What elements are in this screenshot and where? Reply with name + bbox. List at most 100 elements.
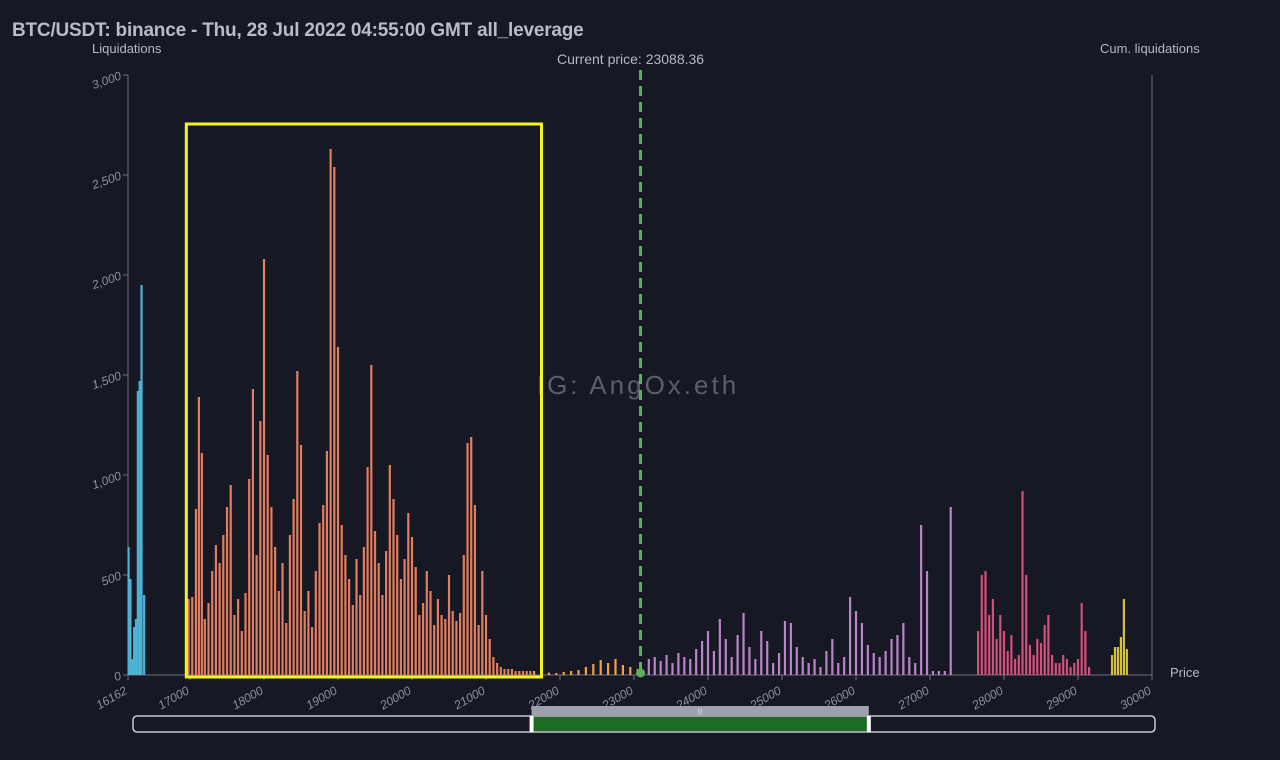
liquidation-bar — [991, 599, 995, 675]
liquidation-bar — [399, 579, 403, 675]
y-tick-label: 0 — [112, 669, 123, 685]
liquidation-bar — [131, 659, 134, 675]
range-slider[interactable]: ||| — [132, 706, 1156, 733]
liquidation-bar — [218, 563, 221, 675]
liquidation-bar — [1119, 637, 1123, 675]
y-axis-label: Liquidations — [92, 41, 162, 56]
liquidation-bar — [825, 651, 828, 675]
liquidation-bar — [943, 671, 946, 675]
x-tick-label: 19000 — [304, 683, 340, 712]
liquidation-bar — [1076, 659, 1080, 675]
liquidation-bar — [444, 619, 447, 675]
liquidation-bar — [754, 659, 757, 675]
liquidation-bar — [325, 451, 329, 675]
liquidation-bar — [455, 621, 458, 675]
liquidation-bar — [949, 507, 952, 675]
x-tick-label: 17000 — [156, 683, 192, 712]
liquidation-bar — [584, 667, 588, 675]
liquidation-bar — [314, 571, 317, 675]
watermark: IG: AngOx.eth — [537, 370, 739, 400]
liquidation-bar — [277, 591, 280, 675]
x-tick-label: 29000 — [1043, 683, 1080, 712]
highlight-box — [184, 122, 544, 679]
liquidation-bar — [647, 659, 650, 675]
liquidation-bar — [255, 555, 258, 675]
liquidation-bar — [920, 525, 923, 675]
liquidation-bar — [533, 671, 536, 675]
liquidation-bar — [724, 639, 727, 675]
liquidation-bar — [1110, 655, 1114, 675]
liquidation-bar — [988, 615, 991, 675]
liquidation-bar — [629, 667, 632, 675]
liquidation-bar — [200, 453, 203, 675]
range-slider-track[interactable] — [132, 715, 1156, 733]
liquidation-bar — [288, 535, 292, 675]
liquidation-bar — [433, 625, 436, 675]
range-slider-grip-label: ||| — [698, 709, 703, 715]
liquidation-bar — [772, 663, 775, 675]
liquidation-bar — [436, 599, 440, 675]
liquidation-bar — [577, 670, 580, 675]
liquidation-bar — [902, 623, 905, 675]
liquidation-bar — [621, 665, 625, 675]
liquidation-bar — [689, 659, 692, 675]
liquidation-bar — [514, 671, 517, 675]
liquidation-bar — [1036, 639, 1039, 675]
liquidation-bar — [385, 551, 388, 675]
liquidation-bar — [866, 645, 869, 675]
liquidation-bar — [322, 505, 325, 675]
range-slider-right-handle[interactable] — [866, 716, 871, 732]
liquidation-bar — [1054, 663, 1057, 675]
liquidation-bar — [140, 285, 143, 675]
liquidation-bar — [307, 591, 310, 675]
liquidation-bar — [995, 639, 998, 675]
liquidation-bar — [931, 671, 935, 675]
liquidation-bar — [529, 671, 532, 675]
liquidation-bar — [466, 443, 469, 675]
liquidation-bar — [695, 649, 698, 675]
liquidation-bar — [355, 559, 358, 675]
range-slider-drag-bar[interactable] — [531, 706, 869, 715]
liquidation-bar — [1047, 615, 1050, 675]
liquidation-bar — [525, 671, 528, 675]
range-slider-selection[interactable] — [531, 717, 869, 731]
liquidation-bar — [925, 571, 929, 675]
liquidation-bar — [677, 653, 680, 675]
liquidation-bar — [848, 597, 852, 675]
liquidation-bar — [1021, 491, 1024, 675]
liquidation-bar — [914, 663, 917, 675]
liquidation-bar — [233, 615, 236, 675]
x-axis-label: Price — [1170, 665, 1200, 680]
liquidation-bar — [1028, 645, 1032, 675]
liquidation-bar — [318, 523, 321, 675]
liquidation-bar — [407, 513, 410, 675]
liquidation-bar — [134, 619, 138, 675]
liquidation-bar — [760, 631, 763, 675]
liquidation-bar — [977, 631, 980, 675]
liquidation-bar — [481, 571, 484, 675]
liquidation-bar — [262, 259, 266, 675]
liquidation-bar — [653, 657, 656, 675]
liquidation-bar — [1039, 643, 1043, 675]
liquidation-bar — [872, 653, 875, 675]
liquidation-bar — [259, 421, 262, 675]
liquidation-bar — [860, 623, 864, 675]
liquidation-bar — [547, 672, 551, 675]
y-tick-label: 2,500 — [89, 169, 123, 193]
liquidation-bar — [1084, 631, 1087, 675]
liquidation-bar — [777, 653, 781, 675]
liquidation-bar — [281, 563, 284, 675]
liquidation-bar — [388, 465, 391, 675]
liquidation-bar — [555, 673, 558, 675]
liquidation-bar — [1116, 647, 1120, 675]
liquidation-bar — [477, 625, 480, 675]
liquidation-bar — [285, 623, 288, 675]
liquidation-bar — [813, 659, 816, 675]
range-slider-left-handle[interactable] — [529, 716, 534, 732]
liquidation-bar — [801, 657, 804, 675]
liquidation-bar — [187, 599, 190, 675]
liquidation-bar — [683, 657, 686, 675]
liquidation-bar — [748, 647, 751, 675]
liquidation-bar — [795, 647, 798, 675]
